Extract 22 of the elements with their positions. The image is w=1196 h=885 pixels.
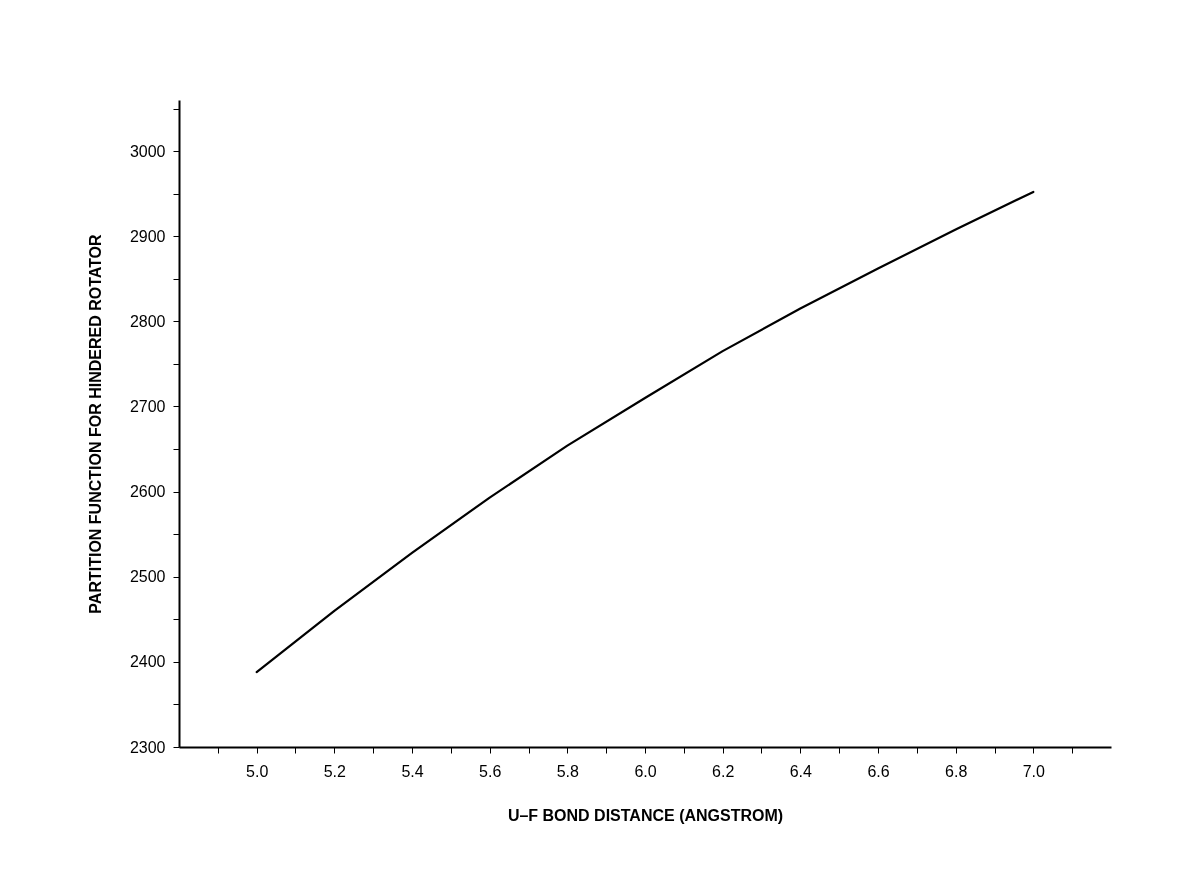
y-tick-label: 2600 <box>129 483 166 501</box>
x-tick-label: 5.8 <box>556 762 580 780</box>
x-tick-label: 6.2 <box>712 762 735 780</box>
y-tick-label: 3000 <box>129 142 166 160</box>
y-tick-label: 2800 <box>129 312 166 330</box>
x-tick-label: 5.0 <box>246 762 269 780</box>
line-series <box>255 190 1035 674</box>
x-tick-label: 5.4 <box>401 762 424 780</box>
x-axis-title: U–F BOND DISTANCE (ANGSTROM) <box>507 806 784 824</box>
x-tick-label: 6.0 <box>634 762 657 780</box>
x-tick-label: 6.4 <box>789 762 813 780</box>
x-tick-label: 5.6 <box>479 762 502 780</box>
x-tick-label: 6.8 <box>945 762 968 780</box>
y-tick-label: 2400 <box>129 653 166 671</box>
x-tick-label: 6.6 <box>867 762 890 780</box>
x-tick-label: 7.0 <box>1022 762 1046 780</box>
y-tick-label: 2300 <box>129 738 166 756</box>
y-tick-label: 2900 <box>129 227 166 245</box>
x-tick-label: 5.2 <box>323 762 347 780</box>
y-tick-label: 2700 <box>129 397 166 415</box>
y-tick-label: 2500 <box>129 568 166 586</box>
y-axis-title: PARTITION FUNCTION FOR HINDERED ROTATOR <box>86 233 104 614</box>
